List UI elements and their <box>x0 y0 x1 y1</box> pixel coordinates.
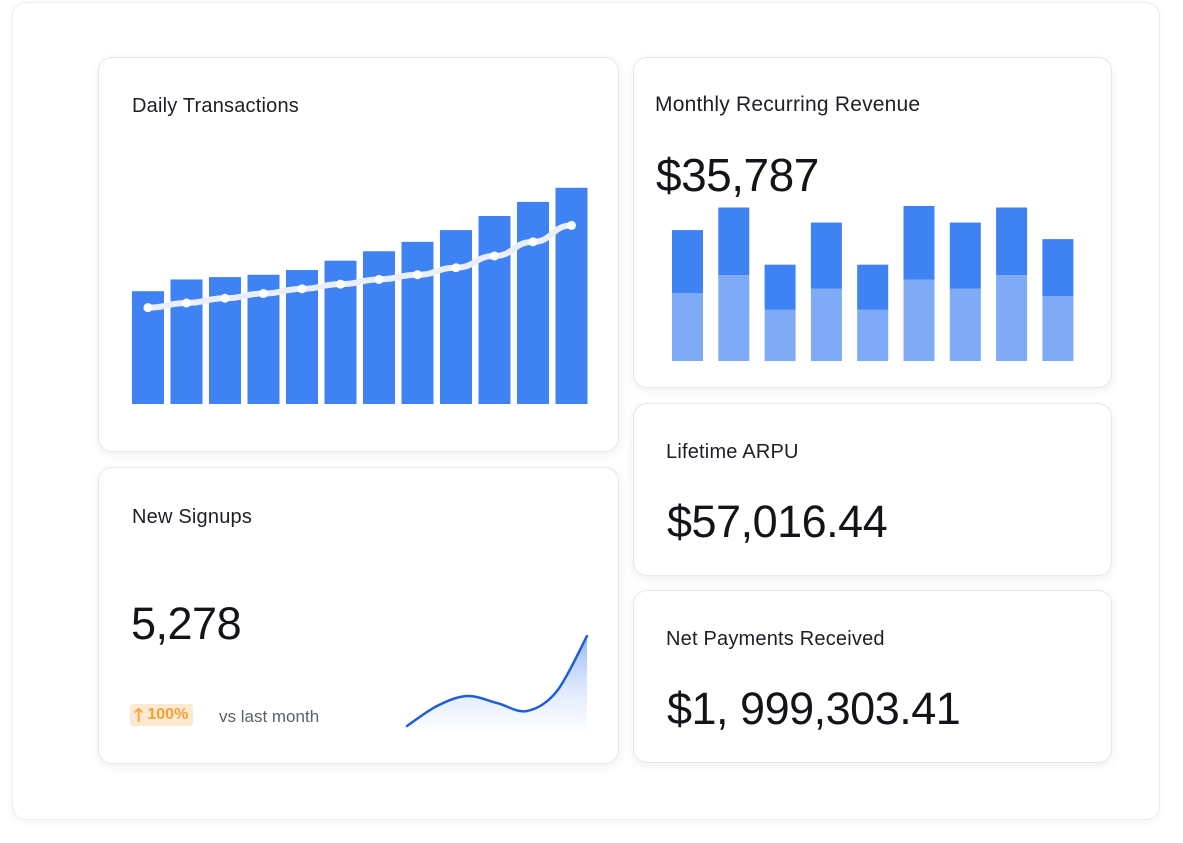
comparison-label: vs last month <box>219 707 320 726</box>
arrow-up-icon: 🡑 <box>134 705 144 725</box>
change-badge: 🡑 100% <box>130 704 194 726</box>
trend-point <box>413 270 422 280</box>
net-payments-value: $1, 999,303.41 <box>667 683 961 734</box>
trend-point <box>220 293 230 303</box>
mrr-card[interactable]: Monthly Recurring Revenue $35,787 <box>633 57 1112 388</box>
daily-transactions-chart <box>132 187 588 404</box>
card-title: Net Payments Received <box>666 628 885 650</box>
bar-segment-base <box>1042 296 1074 361</box>
bar <box>401 241 434 404</box>
card-title: Lifetime ARPU <box>666 441 799 463</box>
trend-point <box>297 284 307 294</box>
bar-segment-top <box>718 207 750 276</box>
bar-segment-top <box>949 222 981 289</box>
new-signups-card[interactable]: New Signups 5,278 🡑 100% vs last month <box>98 467 619 764</box>
sparkline-area <box>407 636 587 731</box>
mrr-chart <box>672 206 1074 361</box>
net-payments-card[interactable]: Net Payments Received $1, 999,303.41 <box>633 590 1112 763</box>
bar-segment-base <box>857 309 889 361</box>
trend-point <box>182 298 191 308</box>
bar-segment-base <box>764 309 796 361</box>
trend-point <box>374 274 384 284</box>
trend-point <box>259 289 268 299</box>
bar-segment-top <box>672 230 703 294</box>
bar-segment-base <box>672 293 703 361</box>
bar <box>363 251 395 404</box>
bar-segment-top <box>857 264 889 310</box>
trend-point <box>490 251 499 261</box>
card-title: New Signups <box>132 506 253 528</box>
card-title: Monthly Recurring Revenue <box>655 93 921 116</box>
mrr-value: $35,787 <box>656 149 819 201</box>
trend-point <box>143 303 153 313</box>
bar-segment-base <box>903 279 935 361</box>
trend-point <box>567 220 576 230</box>
trend-point <box>528 237 538 247</box>
bar <box>517 201 549 404</box>
trend-point <box>451 263 461 273</box>
bar-segment-top <box>764 264 796 310</box>
signups-sparkline <box>405 634 589 731</box>
signups-value: 5,278 <box>131 598 242 649</box>
bar-segment-top <box>810 222 842 289</box>
bar-segment-base <box>810 288 842 361</box>
arpu-value: $57,016.44 <box>667 496 888 547</box>
card-title: Daily Transactions <box>132 95 299 117</box>
bar-segment-top <box>903 206 935 280</box>
bar-segment-top <box>1042 239 1074 297</box>
bar-segment-base <box>996 275 1028 361</box>
trend-point <box>336 279 345 289</box>
sparkline-line <box>405 634 589 728</box>
lifetime-arpu-card[interactable]: Lifetime ARPU $57,016.44 <box>633 403 1112 576</box>
bar <box>170 279 203 404</box>
bar-segment-top <box>996 207 1028 276</box>
bar-segment-base <box>949 288 981 361</box>
daily-transactions-card[interactable]: Daily Transactions <box>98 57 619 452</box>
bar-segment-base <box>718 275 750 361</box>
change-percent: 100% <box>147 706 189 723</box>
bar <box>478 216 511 404</box>
bar <box>440 230 472 404</box>
bar <box>555 187 588 404</box>
